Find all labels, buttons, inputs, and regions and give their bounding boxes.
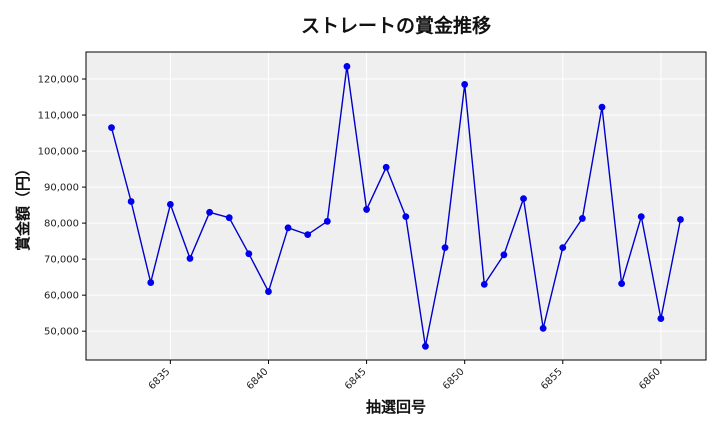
data-point	[618, 280, 626, 288]
data-point	[637, 213, 645, 221]
data-point	[657, 315, 665, 322]
y-tick-label: 60,000	[44, 291, 79, 302]
y-tick-label: 70,000	[44, 255, 79, 266]
series-line	[110, 65, 682, 347]
data-point	[304, 231, 312, 239]
data-point	[382, 163, 390, 171]
series-group	[108, 63, 684, 350]
data-point	[677, 216, 684, 223]
y-tick-label: 110,000	[38, 111, 79, 122]
data-point	[186, 255, 194, 262]
y-axis-label: 賞金額（円）	[14, 161, 32, 251]
data-point	[363, 206, 370, 213]
data-point	[127, 198, 135, 205]
data-point	[480, 280, 488, 288]
y-tick-label: 100,000	[38, 147, 79, 158]
x-tick-label: 6840	[245, 366, 271, 392]
data-point	[265, 288, 272, 295]
data-point	[539, 324, 547, 332]
data-point	[343, 63, 351, 70]
x-tick-label: 6855	[539, 366, 565, 392]
x-tick-label: 6845	[343, 366, 369, 392]
data-point	[598, 103, 606, 111]
data-point	[422, 342, 429, 350]
axes	[85, 51, 707, 361]
data-point	[461, 81, 469, 88]
x-tick-label: 6835	[147, 366, 173, 392]
data-point	[323, 217, 331, 225]
y-tick-label: 50,000	[44, 327, 79, 338]
plot-frame	[85, 51, 707, 361]
x-tick-label: 6860	[637, 366, 663, 392]
data-point	[284, 224, 292, 232]
data-point	[147, 279, 155, 286]
data-point	[559, 244, 567, 252]
data-point	[245, 250, 253, 258]
data-point	[578, 215, 586, 222]
y-tick-label: 80,000	[44, 219, 79, 230]
x-tick-label: 6850	[441, 366, 467, 392]
data-point	[108, 124, 115, 132]
y-tick-label: 120,000	[38, 75, 79, 86]
data-point	[166, 200, 174, 208]
data-point	[402, 213, 410, 221]
plot-area	[86, 52, 706, 360]
chart-title: ストレートの賞金推移	[301, 14, 491, 37]
data-point	[225, 214, 233, 222]
data-point	[520, 195, 527, 203]
x-axis-label: 抽選回号	[366, 398, 426, 416]
data-point	[206, 208, 214, 216]
data-point	[500, 251, 508, 259]
y-tick-label: 90,000	[44, 183, 79, 194]
data-point	[441, 244, 449, 252]
